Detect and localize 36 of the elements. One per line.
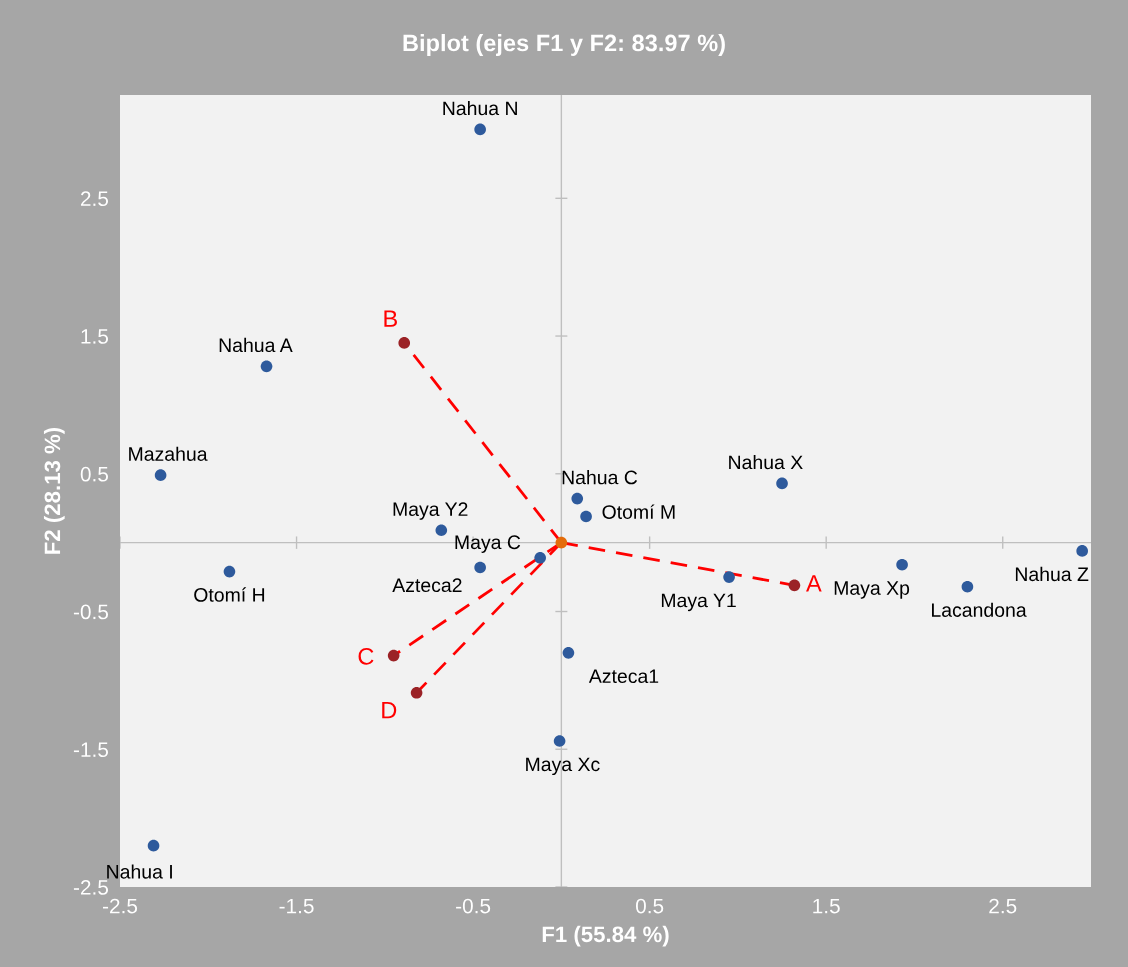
annotation: Nahua A (219, 337, 293, 353)
annotation: Nahua N (443, 100, 517, 116)
annotation: Nahua C (562, 470, 638, 485)
annotation: Nahua Z (1015, 566, 1089, 582)
y-tick-label: -2.5 (73, 880, 109, 895)
annotation: Maya C (455, 535, 521, 553)
y-tick-label: 1.5 (81, 329, 109, 344)
x-tick-label: -0.5 (456, 898, 491, 914)
annotation: A (806, 575, 822, 592)
x-tick-label: 1.5 (813, 898, 840, 914)
annotation: Maya Xc (526, 757, 600, 776)
annotation: Maya Y1 (661, 593, 736, 612)
x-tick-label: -1.5 (279, 898, 314, 914)
annotation: Otomí H (194, 587, 265, 602)
annotation: Otomí M (602, 504, 675, 519)
annotation: B (384, 310, 397, 327)
annotation: D (382, 702, 397, 719)
y-tick-label: 2.5 (80, 191, 109, 207)
annotation: C (358, 647, 374, 665)
x-tick-label: 2.5 (989, 898, 1017, 914)
y-tick-label: -1.5 (73, 742, 109, 758)
y-axis-title: F2 (28.13 %) (43, 427, 65, 554)
y-tick-label: -0.5 (73, 604, 109, 620)
annotation: Nahua I (107, 864, 172, 879)
y-tick-label: 0.5 (80, 466, 109, 482)
x-axis-title: F1 (55.84 %) (542, 925, 669, 947)
annotation: Maya Y2 (393, 502, 468, 520)
annotation: Maya Xp (834, 581, 910, 599)
x-tick-label: 0.5 (635, 898, 664, 914)
annotation: Azteca2 (392, 578, 462, 593)
annotation: Nahua X (729, 454, 803, 470)
annotation: Lacandona (932, 602, 1027, 617)
annotation: Azteca1 (588, 669, 659, 684)
chart-title: Biplot (ejes F1 y F2: 83.97 %) (403, 34, 725, 56)
annotation: Mazahua (129, 446, 208, 461)
x-tick-label: -2.5 (102, 898, 138, 914)
